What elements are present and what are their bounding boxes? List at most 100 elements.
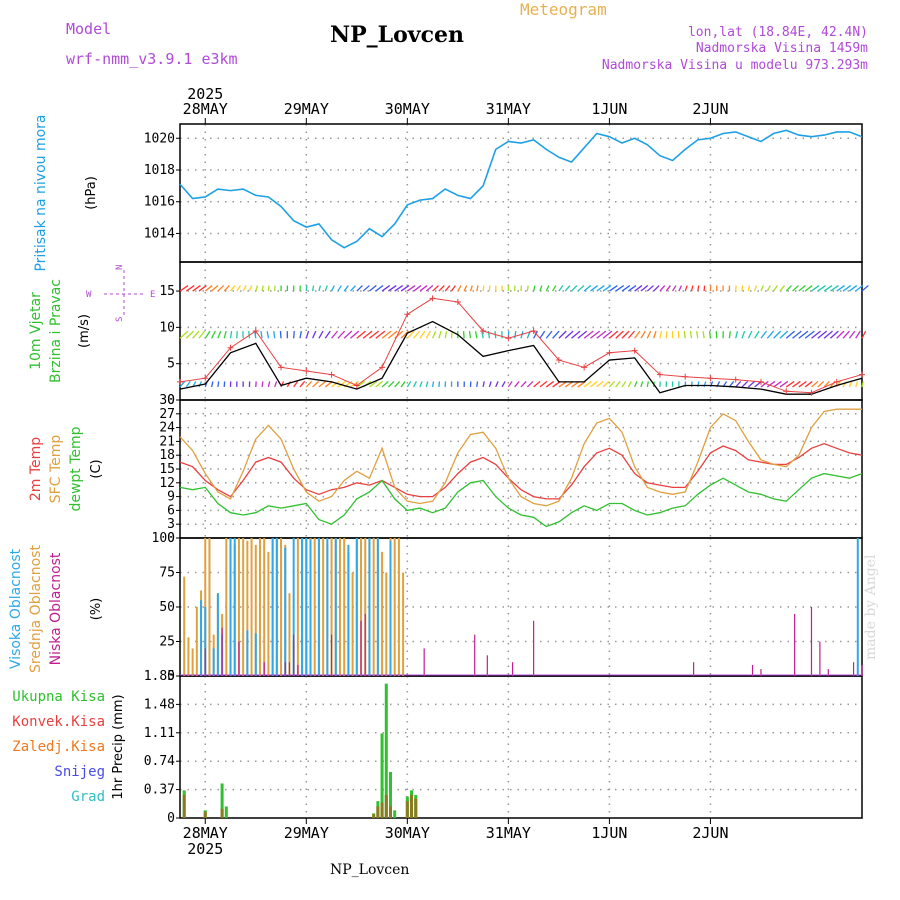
ytick-label-temperature: 24 <box>159 421 175 436</box>
wind-barb <box>577 330 588 339</box>
wind-barb <box>754 330 760 339</box>
wind-barb <box>343 330 353 339</box>
wind-barb <box>520 380 527 388</box>
cloud-bar-visoka <box>212 648 215 676</box>
wind-barb <box>305 380 313 388</box>
ytick-label-temperature: 12 <box>159 476 175 491</box>
wind-barb <box>760 285 764 292</box>
wind-barb <box>330 285 335 292</box>
wind-barb <box>236 285 242 292</box>
wind-barb <box>684 285 688 292</box>
cloud-bar-srednja <box>313 538 316 676</box>
wind-gust-marker <box>177 378 183 385</box>
wind-barb <box>728 331 731 339</box>
ytick-label-precipitation: 1.11 <box>144 726 175 741</box>
wind-barb <box>804 380 813 388</box>
x-day-label-top: 2JUN <box>692 100 728 118</box>
ytick-label-temperature: 21 <box>159 434 175 449</box>
ytick-label-precipitation: 0 <box>167 811 175 826</box>
precip-bar <box>388 806 392 818</box>
precip-label: Grad <box>71 789 105 805</box>
wind-gust-marker <box>505 335 512 342</box>
ytick-label-temperature: 3 <box>167 517 175 532</box>
wind-barb <box>185 330 195 339</box>
wind-barb <box>457 285 462 292</box>
wind-barb <box>324 330 331 339</box>
wind-barb <box>602 285 612 292</box>
wind-barb <box>211 285 219 292</box>
wind-barb <box>312 330 317 339</box>
wind-barb <box>217 285 225 292</box>
wind-barb <box>261 285 264 292</box>
wind-barb <box>798 285 806 292</box>
wind-barb <box>369 285 377 292</box>
wind-barb <box>545 285 550 292</box>
wind-barb <box>792 285 799 292</box>
wind-barb <box>185 285 195 292</box>
wind-barb <box>804 285 813 292</box>
cloud-bar-srednja <box>360 538 363 676</box>
cloud-bar-srednja <box>296 538 299 676</box>
ytick-label-wind: 10 <box>159 320 175 335</box>
wind-barb <box>476 285 479 292</box>
wind-barb <box>811 330 822 339</box>
cloud-bar-srednja <box>397 538 400 676</box>
cloud-bar-srednja <box>242 538 245 676</box>
cloud-bar-visoka <box>305 538 308 676</box>
wind-barb <box>766 285 771 292</box>
wind-barb <box>855 330 861 339</box>
precip-ylabel: 1hr Precip (mm) <box>111 694 126 799</box>
wind-gust-marker <box>859 371 865 378</box>
wind-gust-marker <box>454 298 461 305</box>
wind-barb <box>350 330 360 339</box>
wind-barb <box>406 381 412 388</box>
cloud-bar-visoka <box>200 600 203 676</box>
wind-barb <box>217 381 220 388</box>
panel-frame-pressure <box>179 123 863 263</box>
wind-barb <box>311 285 315 292</box>
wind-barb <box>248 331 251 339</box>
x-day-label-bottom: 2JUN <box>692 824 728 842</box>
cloud-bar-visoka <box>355 538 358 676</box>
wind-barb <box>425 285 434 292</box>
wind-gust-marker <box>328 371 335 378</box>
wind-barb <box>804 330 815 339</box>
wind-barb <box>438 381 441 387</box>
pressure-ylabel: (hPa) <box>84 176 99 210</box>
compass-s: S <box>115 317 125 322</box>
precip-bar <box>220 783 224 818</box>
cloud-bar-niska <box>263 662 265 676</box>
wind-barb <box>274 381 278 388</box>
cloud-bar-niska <box>221 627 223 676</box>
wind-barb <box>230 285 236 292</box>
wind-barb <box>444 285 451 292</box>
cloud-bar-niska <box>794 613 796 676</box>
wind-barb <box>267 381 271 388</box>
cloud-bar-visoka <box>347 544 350 676</box>
cloud-bar-niska <box>474 634 476 676</box>
wind-barb <box>811 285 820 292</box>
cloud-bar-srednja <box>322 538 325 676</box>
cloud-bar-visoka <box>216 593 219 676</box>
cloud-bar-srednja <box>393 538 396 676</box>
wind-barb <box>400 330 409 339</box>
precip-bar <box>220 808 224 818</box>
wind-barb <box>204 285 213 292</box>
cloud-bar-srednja <box>237 538 240 676</box>
wind-barb <box>469 285 473 292</box>
wind-barb <box>539 330 546 339</box>
wind-barb <box>596 380 604 388</box>
x-day-label-bottom: 31MAY <box>486 824 531 842</box>
wind-barb <box>583 380 592 388</box>
ytick-label-temperature: 9 <box>167 490 175 505</box>
wind-barb <box>438 330 442 339</box>
wind-barb <box>255 285 259 292</box>
x-day-label-top: 31MAY <box>486 100 531 118</box>
wind-barb <box>419 381 423 388</box>
cloud-bar-niska <box>486 655 488 676</box>
wind-barb <box>798 380 807 388</box>
wind-barb <box>766 330 775 339</box>
wind-barb <box>811 380 819 388</box>
wind-barb <box>823 285 833 292</box>
